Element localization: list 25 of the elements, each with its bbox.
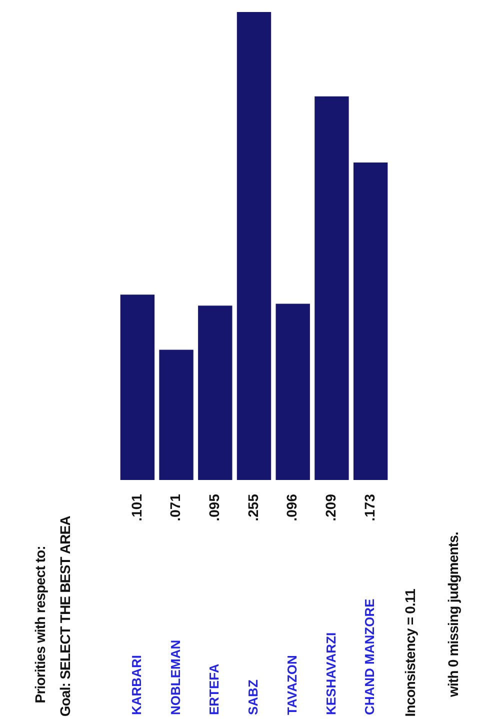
x-tick-label: NOBLEMAN — [168, 640, 183, 715]
bar — [236, 12, 272, 480]
data-label: .173 — [361, 494, 378, 522]
data-label: .071 — [167, 494, 184, 522]
data-label: .209 — [322, 494, 339, 522]
data-label: .095 — [206, 494, 222, 522]
bar — [159, 350, 194, 480]
bar — [353, 162, 388, 480]
text: Inconsistency = 0.11 — [401, 589, 419, 717]
data-label: .255 — [244, 494, 261, 522]
x-tick-label: TAVAZON — [284, 655, 300, 715]
x-tick-label: KESHAVARZI — [323, 632, 338, 715]
bar — [314, 96, 349, 480]
data-label: .096 — [284, 494, 300, 522]
bar — [120, 294, 155, 480]
x-tick-label: CHAND MANZORE — [362, 598, 378, 715]
data-label: .101 — [128, 494, 144, 522]
text: with 0 missing judgments. — [444, 532, 462, 697]
bar — [276, 304, 310, 480]
x-tick-label: KARBARI — [129, 655, 144, 715]
bar — [198, 306, 232, 480]
text: Goal: SELECT THE BEST AREA — [56, 516, 74, 717]
x-tick-label: ERTEFA — [206, 663, 222, 715]
x-tick-label: SABZ — [246, 680, 261, 715]
text: Priorities with respect to: — [31, 546, 49, 703]
